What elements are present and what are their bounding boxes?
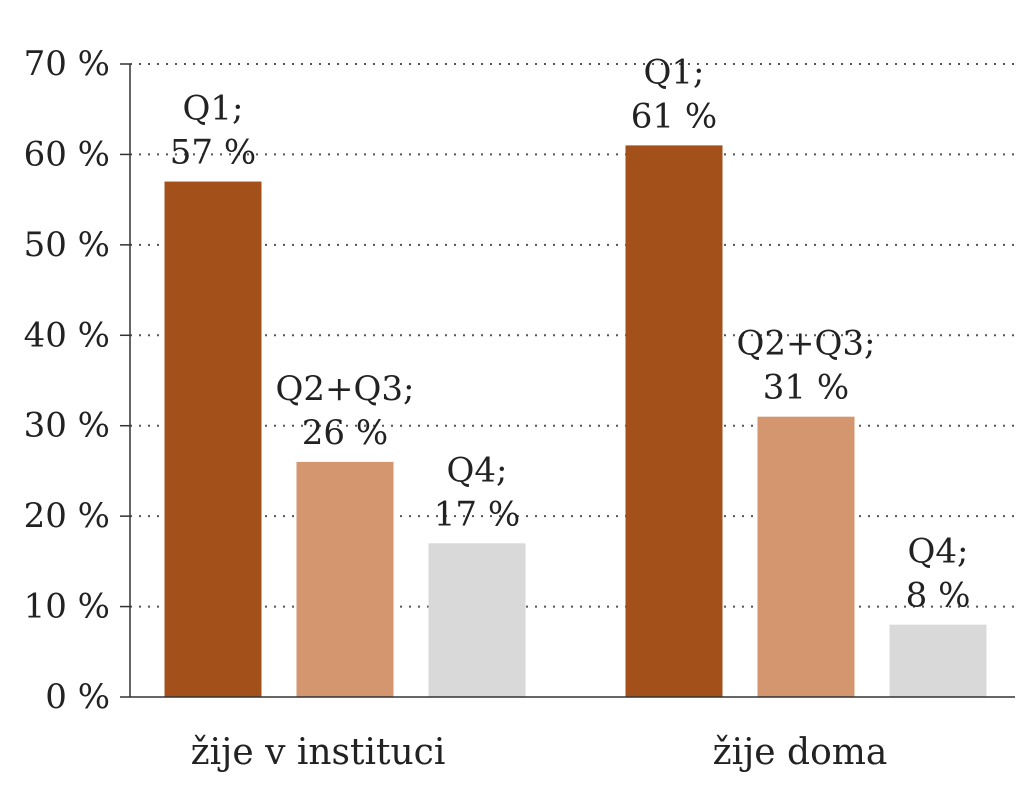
y-tick-label: 20 % [24,496,110,536]
data-label-series: Q4; [447,450,508,490]
bar-q4-2 [889,624,987,697]
x-category-label: žije doma [713,732,888,773]
bars [164,145,987,698]
data-label-series: Q1; [644,52,705,92]
x-category-label: žije v instituci [191,732,446,773]
data-label-series: Q4; [908,532,969,572]
data-label-value: 26 % [302,413,388,453]
gridlines [130,63,1015,608]
y-tick-label: 10 % [24,587,110,627]
y-tick-label: 60 % [24,134,110,174]
data-label-value: 8 % [906,576,971,616]
data-label-value: 17 % [434,494,520,534]
data-label-value: 31 % [763,368,849,408]
bar-q2-q3-2 [757,416,855,697]
y-tick-label: 70 % [24,44,110,84]
bar-q1-2 [625,145,723,697]
bar-q1-1 [164,181,262,698]
data-label-value: 57 % [170,133,256,173]
y-tick-label: 40 % [24,315,110,355]
data-label-value: 61 % [631,96,717,136]
y-axis: 0 % 10 % 20 % 30 % 40 % 50 % 60 % 70 % [24,44,131,717]
y-tick-label: 50 % [24,225,110,265]
bar-q2-q3-1 [296,461,394,697]
x-axis: žije v instituci žije doma [130,696,1015,773]
data-labels: Q1;57 %Q2+Q3;26 %Q4;17 %Q1;61 %Q2+Q3;31 … [170,52,971,615]
bar-q4-1 [428,543,526,697]
y-tick-label: 30 % [24,406,110,446]
data-label-series: Q2+Q3; [737,324,876,364]
y-tick-label: 0 % [45,677,110,717]
data-label-series: Q1; [183,89,244,129]
data-label-series: Q2+Q3; [276,369,415,409]
